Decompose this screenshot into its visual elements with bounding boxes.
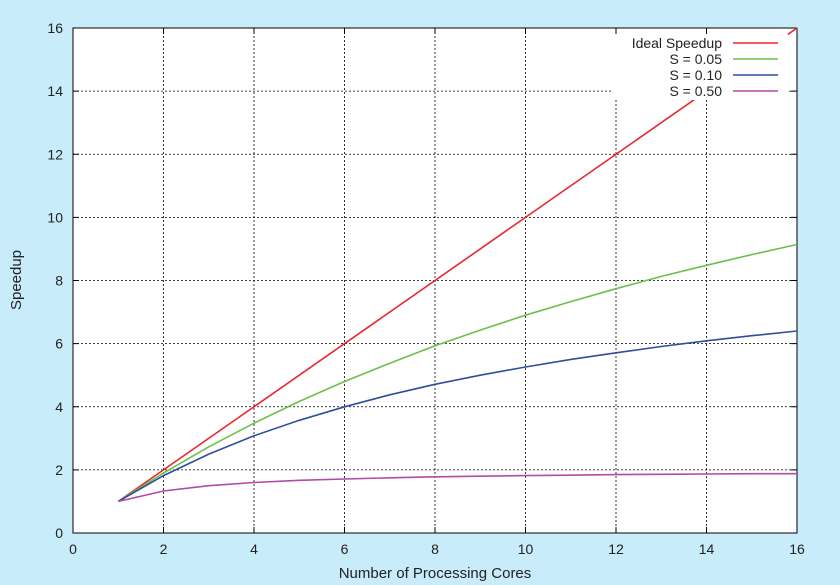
y-tick-label-8: 8	[55, 273, 63, 289]
x-tick-label-4: 4	[250, 541, 258, 557]
y-tick-label-16: 16	[47, 20, 63, 36]
series-line-2	[117, 330, 798, 503]
x-tick-label-6: 6	[341, 541, 349, 557]
series-line-0	[117, 27, 798, 503]
y-tick-label-2: 2	[55, 462, 63, 478]
x-tick-label-8: 8	[431, 541, 439, 557]
axes: 0 2 4 6 8 10 12 14 16 0 2 4 6 8 10 12 14 16	[47, 20, 805, 557]
x-tick-label-16: 16	[789, 541, 805, 557]
legend-label-1: S = 0.05	[669, 51, 722, 67]
series-lines	[117, 27, 798, 503]
y-axis-label: Speedup	[8, 250, 25, 310]
x-axis-label: Number of Processing Cores	[339, 565, 532, 582]
legend-box	[612, 34, 788, 100]
series-line-3	[118, 472, 797, 503]
series-line-1	[117, 243, 798, 503]
y-tick-label-4: 4	[55, 399, 63, 415]
x-tick-label-12: 12	[608, 541, 624, 557]
y-tick-label-10: 10	[47, 209, 63, 225]
x-tick-label-2: 2	[160, 541, 168, 557]
y-tick-label-12: 12	[47, 146, 63, 162]
y-tick-label-6: 6	[55, 336, 63, 352]
legend-label-0: Ideal Speedup	[632, 35, 723, 51]
legend-label-3: S = 0.50	[669, 83, 722, 99]
x-tick-label-10: 10	[518, 541, 534, 557]
x-tick-label-0: 0	[69, 541, 77, 557]
y-tick-label-0: 0	[55, 525, 63, 541]
x-tick-label-14: 14	[699, 541, 715, 557]
legend-label-2: S = 0.10	[669, 67, 722, 83]
y-tick-label-14: 14	[47, 83, 63, 99]
